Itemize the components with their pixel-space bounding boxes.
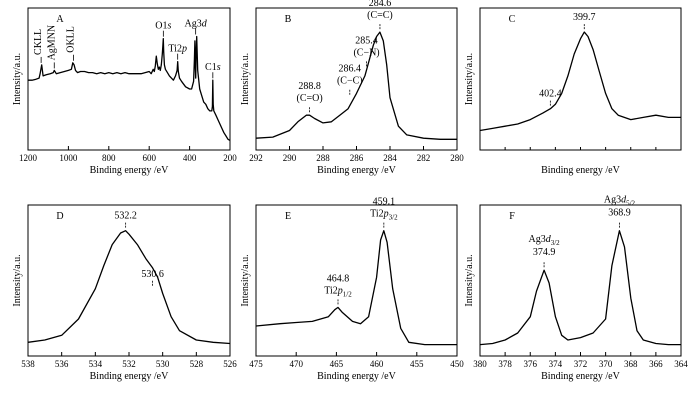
x-axis-label: Binding energy /eV — [90, 371, 169, 382]
peak-assignment: (C=C) — [367, 10, 393, 21]
x-tick-label: 380 — [473, 359, 487, 369]
spectrum-line — [255, 230, 457, 346]
panel-label: B — [285, 14, 292, 25]
peak-annotation: Ag3d3/2 — [528, 234, 560, 247]
x-tick-label: 465 — [330, 359, 344, 369]
x-tick-label: 292 — [249, 153, 263, 163]
x-tick-label: 600 — [142, 153, 156, 163]
x-tick-label: 1200 — [19, 153, 38, 163]
spectrum-line — [255, 31, 457, 140]
x-axis-label: Binding energy /eV — [317, 371, 396, 382]
x-tick-label: 534 — [89, 359, 103, 369]
peak-value: 459.1 — [373, 197, 396, 208]
x-tick-label: 280 — [450, 153, 464, 163]
x-tick-label: 376 — [524, 359, 538, 369]
x-tick-label: 200 — [223, 153, 237, 163]
peak-annotation: AgMNN — [46, 25, 57, 61]
x-tick-label: 370 — [599, 359, 613, 369]
x-tick-label: 372 — [574, 359, 588, 369]
peak-assignment: (C−N) — [353, 47, 379, 58]
x-tick-label: 460 — [370, 359, 384, 369]
x-tick-label: 530 — [156, 359, 170, 369]
peak-value: 530.6 — [141, 269, 164, 280]
peak-value: 368.9 — [608, 208, 631, 219]
x-tick-label: 538 — [21, 359, 35, 369]
x-tick-label: 366 — [649, 359, 663, 369]
panel-a: A 1200 1000 800 600 400 200 Binding energy /eV I… — [12, 7, 237, 176]
x-tick-label: 536 — [55, 359, 69, 369]
y-axis-label: Intensity/a.u. — [12, 53, 23, 105]
x-tick-label: 470 — [289, 359, 303, 369]
peak-assignment: Ti2p3/2 — [370, 209, 398, 222]
x-tick-label: 288 — [316, 153, 330, 163]
plot-frame — [479, 7, 682, 151]
peak-value: 284.6 — [369, 0, 392, 9]
x-axis-label: Binding energy /eV — [90, 165, 169, 176]
x-tick-label: 290 — [283, 153, 297, 163]
x-tick-label: 475 — [249, 359, 263, 369]
y-axis-label: Intensity/a.u. — [464, 254, 475, 306]
peak-value: 285.4 — [355, 35, 378, 46]
y-axis-label: Intensity/a.u. — [240, 53, 251, 105]
peak-annotation: C1s — [205, 62, 221, 73]
panel-label: D — [56, 211, 63, 222]
panel-label: E — [285, 211, 291, 222]
x-axis-label: Binding energy /eV — [541, 165, 620, 176]
peak-annotation: Ag3d — [185, 19, 208, 30]
peak-value: 374.9 — [533, 247, 556, 258]
panel-label: F — [509, 211, 515, 222]
panel-b: B 292 290 288 286 284 282 280 Binding energy /eV… — [240, 0, 464, 176]
spectrum-line — [479, 31, 681, 132]
x-tick-label: 800 — [102, 153, 116, 163]
x-tick-label: 378 — [498, 359, 512, 369]
peak-value: 402.4 — [539, 89, 562, 100]
peak-assignment: (C=O) — [296, 93, 322, 104]
peak-annotation: OKLL — [65, 26, 76, 53]
plot-frame — [27, 204, 231, 357]
peak-assignment: (C−C) — [337, 76, 363, 87]
x-tick-label: 368 — [624, 359, 638, 369]
x-tick-label: 284 — [383, 153, 397, 163]
y-axis-label: Intensity/a.u. — [464, 53, 475, 105]
plot-frame — [27, 7, 231, 151]
panel-e: E 475 470 465 460 455 450 Binding energy /eV Int… — [240, 197, 464, 382]
x-tick-label: 282 — [417, 153, 431, 163]
x-axis-label: Binding energy /eV — [541, 371, 620, 382]
spectrum-line — [479, 230, 681, 346]
peak-value: 286.4 — [339, 64, 362, 75]
peak-value: 532.2 — [114, 211, 137, 222]
x-tick-label: 400 — [183, 153, 197, 163]
x-tick-label: 286 — [350, 153, 364, 163]
x-tick-label: 528 — [190, 359, 204, 369]
plot-frame — [479, 204, 682, 357]
panel-c: C Binding energy /eV Intensity/a.u. 402.4 39… — [464, 7, 682, 176]
x-tick-label: 364 — [674, 359, 688, 369]
panel-label: A — [56, 14, 64, 25]
peak-annotation: O1s — [155, 21, 171, 32]
peak-value: 399.7 — [573, 12, 596, 23]
panel-d: D 538 536 534 532 530 528 526 Binding energy /eV… — [12, 204, 237, 382]
x-tick-label: 532 — [122, 359, 136, 369]
panel-label: C — [509, 14, 516, 25]
peak-annotation: Ti2p — [168, 44, 187, 55]
x-tick-label: 374 — [549, 359, 563, 369]
x-axis-label: Binding energy /eV — [317, 165, 396, 176]
x-tick-label: 1000 — [59, 153, 78, 163]
peak-annotation: Ag3d5/2 — [604, 195, 636, 208]
panel-f: F 380 378 376 374 372 370 368 366 364 Binding ener… — [464, 195, 688, 382]
y-axis-label: Intensity/a.u. — [12, 254, 23, 306]
peak-annotation: CKLL — [33, 29, 44, 55]
y-axis-label: Intensity/a.u. — [240, 254, 251, 306]
x-tick-label: 455 — [410, 359, 424, 369]
spectrum-line — [28, 35, 231, 141]
peak-value: 464.8 — [327, 273, 350, 284]
peak-value: 288.8 — [298, 81, 321, 92]
spectrum-line — [27, 230, 231, 345]
x-tick-label: 450 — [450, 359, 464, 369]
peak-assignment: Ti2p1/2 — [324, 285, 352, 298]
plot-frame — [255, 204, 458, 357]
x-tick-label: 526 — [223, 359, 237, 369]
